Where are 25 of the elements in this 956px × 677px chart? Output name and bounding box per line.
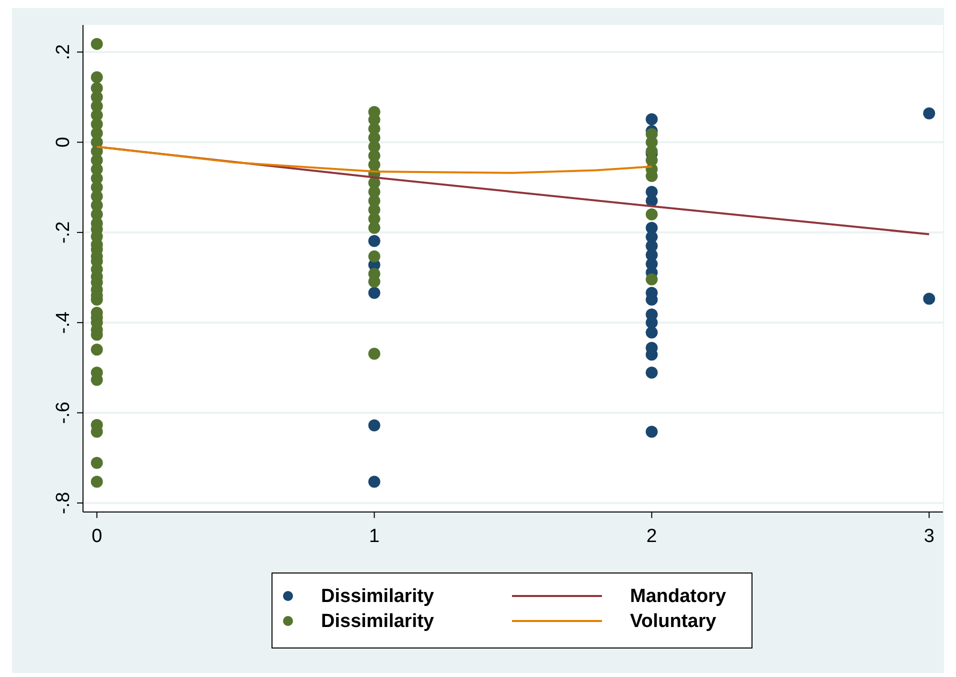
y-tick-label: -.8 xyxy=(53,492,74,514)
legend-label: Voluntary xyxy=(630,611,717,632)
y-tick-label: .2 xyxy=(53,44,74,60)
point xyxy=(923,292,936,305)
point xyxy=(368,476,380,488)
x-tick-label: 2 xyxy=(646,526,657,547)
legend-label: Mandatory xyxy=(630,586,726,607)
x-tick-label: 0 xyxy=(92,526,102,547)
x-tick-label: 3 xyxy=(924,526,934,547)
x-tick-label: 1 xyxy=(369,526,380,547)
y-tick-label: -.6 xyxy=(53,402,74,424)
point xyxy=(646,366,658,379)
point xyxy=(923,107,936,120)
point xyxy=(646,194,658,207)
legend-label: Dissimilarity xyxy=(321,611,434,632)
point xyxy=(368,419,380,432)
point xyxy=(646,426,658,438)
y-tick-label: -.4 xyxy=(53,311,74,334)
y-tick-label: -.2 xyxy=(53,221,74,244)
point xyxy=(368,234,380,247)
point xyxy=(646,113,658,126)
y-tick-label: 0 xyxy=(53,136,74,148)
legend-label: Dissimilarity xyxy=(321,586,434,607)
point xyxy=(646,326,658,339)
point xyxy=(368,286,380,299)
